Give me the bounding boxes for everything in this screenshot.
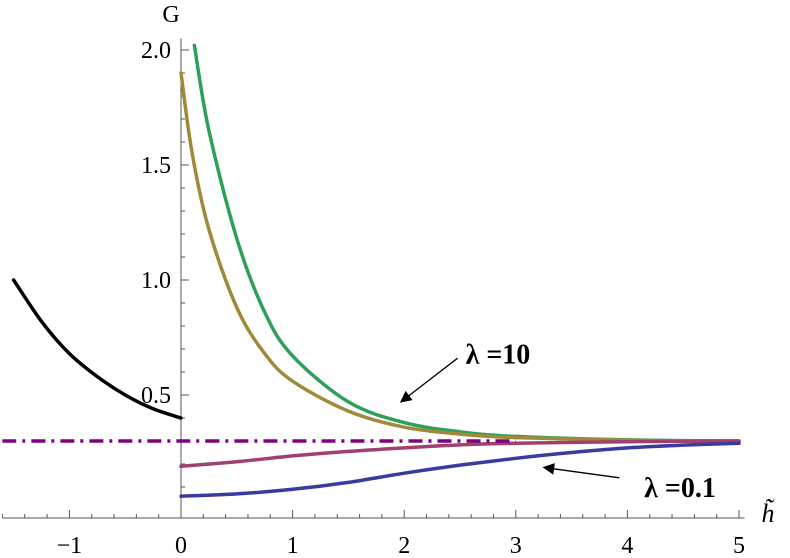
annotation-arrow [542, 463, 620, 479]
annotation-arrow [399, 357, 458, 403]
y-axis-title: G [162, 2, 179, 28]
x-tick-label: 0 [175, 533, 187, 558]
y-tick-label: 2.0 [141, 38, 171, 64]
annotation-label: λ =0.1 [644, 473, 716, 504]
y-tick-label: 1.5 [141, 153, 171, 179]
x-tick-label: −1 [57, 533, 83, 558]
y-tick-label: 1.0 [141, 268, 171, 294]
series-line-0 [11, 278, 183, 420]
series-line-4 [179, 441, 741, 498]
annotation-layer: λ =10 λ =0.1 [399, 340, 716, 504]
x-tick-label: 4 [621, 533, 633, 558]
x-tick-label: 5 [733, 533, 745, 558]
series-layer [2, 43, 741, 498]
x-axis-title: h̃ [762, 499, 776, 528]
x-tick-label: 2 [398, 533, 410, 558]
x-tick-label: 3 [510, 533, 522, 558]
annotation-label: λ =10 [466, 340, 531, 371]
x-tick-label: 1 [287, 533, 299, 558]
series-line-1 [192, 43, 741, 443]
series-line-2 [179, 71, 741, 443]
axes: −1 0 1 2 3 4 50.51.01.52.0Gh̃ [1, 2, 776, 558]
series-line-3 [179, 439, 741, 469]
